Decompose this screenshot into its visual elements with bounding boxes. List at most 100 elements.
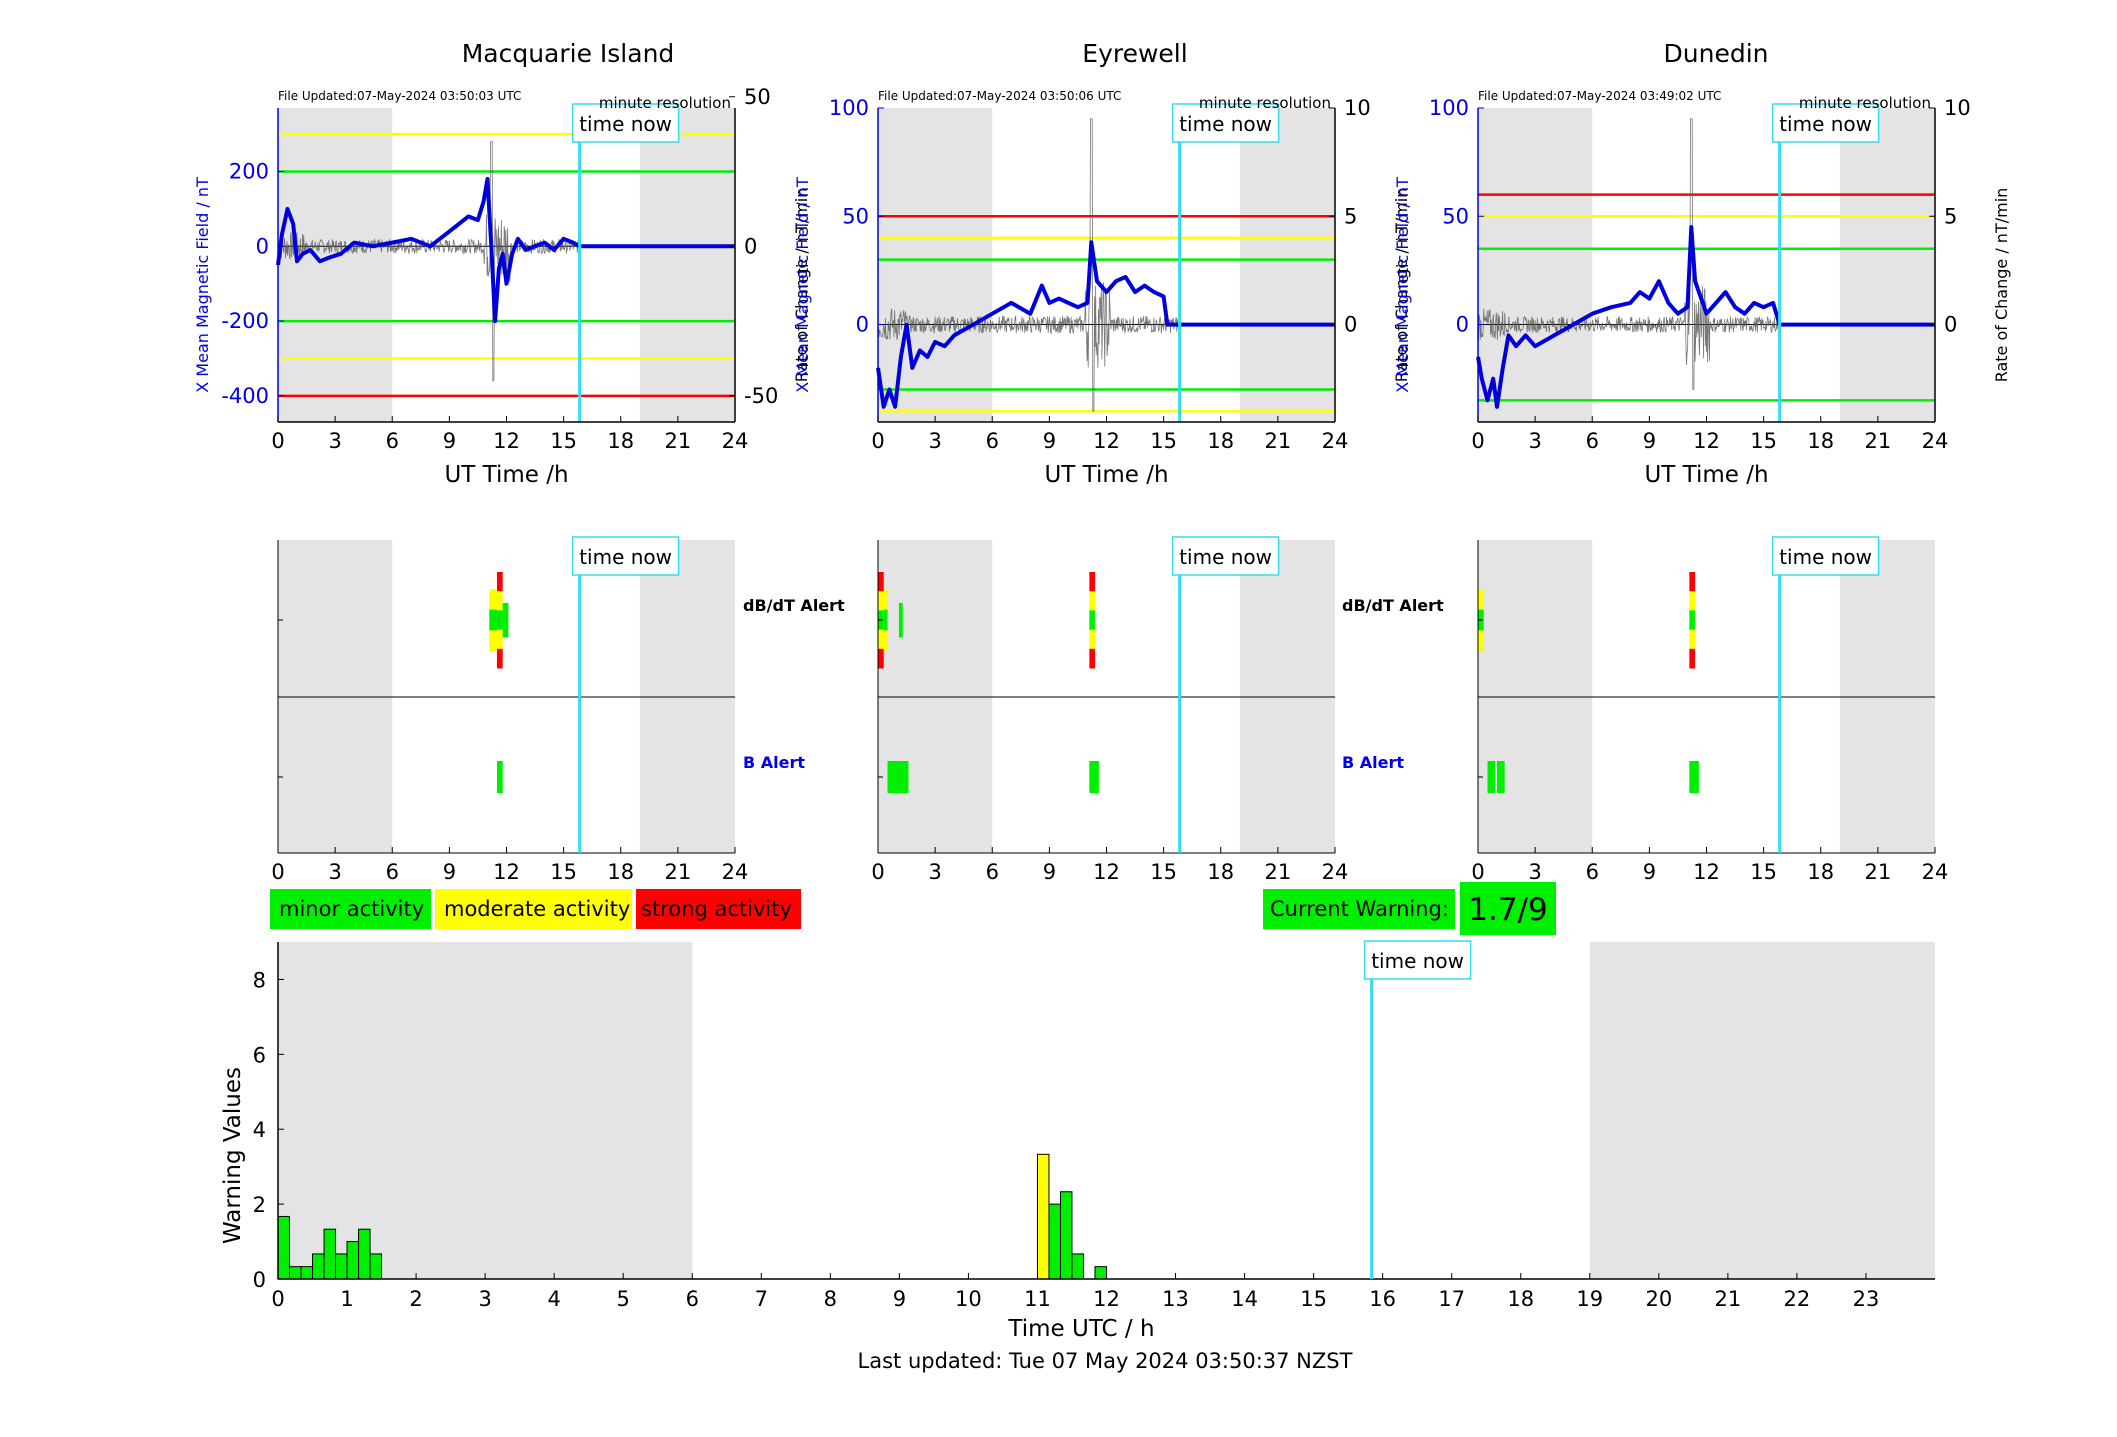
x-axis-label: UT Time /h <box>1044 462 1168 488</box>
y-tick-label: 200 <box>229 160 269 184</box>
x-tick-label: 18 <box>1807 860 1834 884</box>
time-now-label: time now <box>1371 949 1464 973</box>
y-axis-label: X Mean Magnetic Field / nT <box>793 177 812 393</box>
x-tick-label: 6 <box>986 429 999 453</box>
x-tick-label: 18 <box>1807 429 1834 453</box>
time-now-box <box>571 536 680 576</box>
dbdt-alert-segment <box>1089 610 1096 631</box>
warning-bar <box>1059 1191 1073 1280</box>
y-tick-label: 50 <box>842 204 869 228</box>
x-tick-label: 0 <box>1471 429 1484 453</box>
x-tick-label: 3 <box>1528 429 1541 453</box>
x-tick-label: 12 <box>1093 429 1120 453</box>
x-tick-label: 0 <box>271 1287 284 1311</box>
x-tick-label: 19 <box>1576 1287 1603 1311</box>
x-tick-label: 12 <box>1693 860 1720 884</box>
x-tick-label: 18 <box>1507 1287 1534 1311</box>
x-tick-label: 14 <box>1231 1287 1258 1311</box>
alert-charts-row: time now 0 3 6 9 12 15 18 21 24 time now 0 3 6 9 12 15 18… <box>271 536 1948 884</box>
dbdt-alert-segment <box>489 589 497 611</box>
x-tick-label: 0 <box>871 429 884 453</box>
x-tick-label: 21 <box>665 860 692 884</box>
x-tick-label: 23 <box>1853 1287 1880 1311</box>
file-updated-eyrewell: File Updated:07-May-2024 03:50:06 UTC <box>878 89 1121 103</box>
time-now-box <box>1771 103 1880 143</box>
y-axis-label: Warning Values <box>220 1067 246 1244</box>
current-warning-label-box <box>1263 889 1455 929</box>
y-right-tick-label: 50 <box>744 85 771 109</box>
x-tick-label: 24 <box>722 429 749 453</box>
x-tick-label: 10 <box>955 1287 982 1311</box>
x-tick-label: 24 <box>722 860 749 884</box>
dbdt-alert-segment <box>496 648 503 669</box>
x-tick-label: 20 <box>1645 1287 1672 1311</box>
x-tick-label: 9 <box>443 860 456 884</box>
x-tick-label: 21 <box>1265 429 1292 453</box>
x-tick-label: 15 <box>550 429 577 453</box>
night-shade-1 <box>1839 108 1935 422</box>
chart-title-dunedin: Dunedin <box>1664 39 1769 68</box>
y-right-tick-label: 5 <box>1944 204 1957 228</box>
y-tick-label: 8 <box>253 968 266 992</box>
y-right-axis-label: Rate of Change / nT/min <box>1392 188 1411 383</box>
x-tick-label: 6 <box>686 1287 699 1311</box>
y-tick-label: 4 <box>253 1118 266 1142</box>
x-tick-label: 6 <box>986 860 999 884</box>
y-right-tick-label: 0 <box>744 234 757 258</box>
x-tick-label: 21 <box>1865 429 1892 453</box>
y-tick-label: -200 <box>221 309 269 333</box>
chart-title-eyrewell: Eyrewell <box>1082 39 1187 68</box>
x-tick-label: 12 <box>493 860 520 884</box>
dbdt-alert-segment <box>496 629 503 650</box>
x-tick-label: 9 <box>893 1287 906 1311</box>
time-now-box <box>1363 940 1472 980</box>
y-right-tick-label: 0 <box>1944 313 1957 337</box>
dbdt-alert-segment <box>489 630 497 652</box>
x-tick-label: 7 <box>755 1287 768 1311</box>
night-shade-1 <box>639 108 735 422</box>
x-tick-label: 8 <box>824 1287 837 1311</box>
y-tick-label: 0 <box>856 313 869 337</box>
warning-bar <box>277 1215 291 1280</box>
x-tick-label: 9 <box>1643 429 1656 453</box>
warning-bar <box>300 1266 314 1280</box>
x-tick-label: 18 <box>1207 429 1234 453</box>
x-tick-label: 16 <box>1369 1287 1396 1311</box>
legend-minor-label: minor activity <box>279 897 424 921</box>
file-updated-macquarie: File Updated:07-May-2024 03:50:03 UTC <box>278 89 521 103</box>
x-tick-label: 13 <box>1162 1287 1189 1311</box>
x-tick-label: 15 <box>550 860 577 884</box>
alert-panel-2: time now 0 3 6 9 12 15 18 21 24 <box>871 536 1348 884</box>
x-tick-label: 4 <box>547 1287 560 1311</box>
x-tick-label: 18 <box>607 860 634 884</box>
dbdt-alert-segment <box>883 630 888 652</box>
dbdt-alert-segment <box>1089 629 1096 650</box>
x-tick-label: 24 <box>1922 429 1949 453</box>
y-right-tick-label: 5 <box>1344 204 1357 228</box>
night-shade-0 <box>1478 108 1593 422</box>
y-axis-label: X Mean Magnetic Field / nT <box>1393 177 1412 393</box>
night-shade-0 <box>878 108 993 422</box>
time-now-box <box>1171 103 1280 143</box>
x-tick-label: 9 <box>443 429 456 453</box>
x-tick-label: 3 <box>328 429 341 453</box>
field-trace <box>276 177 735 324</box>
x-tick-label: 9 <box>1643 860 1656 884</box>
x-axis-label: UT Time /h <box>444 462 568 488</box>
x-tick-label: 21 <box>1715 1287 1742 1311</box>
x-tick-label: 21 <box>665 429 692 453</box>
dbdt-alert-segment <box>878 648 884 669</box>
x-tick-label: 2 <box>409 1287 422 1311</box>
x-tick-label: 21 <box>1265 860 1292 884</box>
time-now-label: time now <box>1779 545 1872 569</box>
time-now-label: time now <box>579 545 672 569</box>
dbdt-alert-segment <box>878 572 884 592</box>
x-tick-label: 3 <box>928 429 941 453</box>
dbdt-alert-label-2: dB/dT Alert <box>1342 596 1444 615</box>
b-alert-label-2: B Alert <box>1342 753 1404 772</box>
b-alert-segment <box>496 761 503 793</box>
y-axis-label: X Mean Magnetic Field / nT <box>193 177 212 393</box>
dbdt-alert-segment <box>1689 610 1696 631</box>
current-warning-value: 1.7/9 <box>1468 892 1547 928</box>
